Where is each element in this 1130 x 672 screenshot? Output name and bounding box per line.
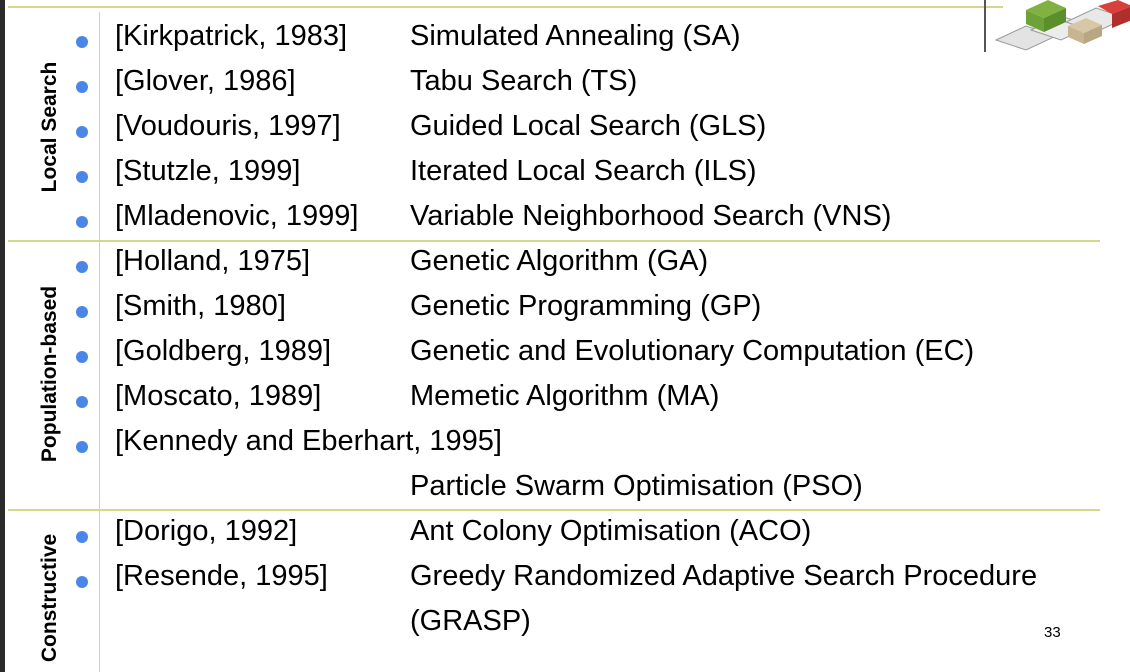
reference: [Goldberg, 1989] xyxy=(115,335,332,367)
cubes-logo-icon xyxy=(984,0,1130,52)
bullet-icon xyxy=(76,126,88,138)
list-item: [Glover, 1986] Tabu Search (TS) xyxy=(0,63,1130,108)
list-item: [Kennedy and Eberhart, 1995] xyxy=(0,423,1130,468)
bullet-icon xyxy=(76,351,88,363)
reference: [Kennedy and Eberhart, 1995] xyxy=(115,425,502,457)
reference: [Voudouris, 1997] xyxy=(115,110,341,142)
bullet-icon xyxy=(76,81,88,93)
algorithm-name: Memetic Algorithm (MA) xyxy=(410,380,720,412)
list-item: [Moscato, 1989] Memetic Algorithm (MA) xyxy=(0,378,1130,423)
algorithm-name: Guided Local Search (GLS) xyxy=(410,110,767,142)
bullet-icon xyxy=(76,396,88,408)
list-item: [Goldberg, 1989] Genetic and Evolutionar… xyxy=(0,333,1130,378)
top-rule xyxy=(8,6,1003,8)
list-item: [Mladenovic, 1999] Variable Neighborhood… xyxy=(0,198,1130,243)
reference: [Stutzle, 1999] xyxy=(115,155,301,187)
page-number: 33 xyxy=(1044,624,1061,641)
algorithm-name: Variable Neighborhood Search (VNS) xyxy=(410,200,892,232)
section-divider xyxy=(8,240,1100,242)
reference: [Holland, 1975] xyxy=(115,245,311,277)
reference: [Kirkpatrick, 1983] xyxy=(115,20,348,52)
list-item: [Stutzle, 1999] Iterated Local Search (I… xyxy=(0,153,1130,198)
bullet-icon xyxy=(76,576,88,588)
bullet-icon xyxy=(76,261,88,273)
bullet-icon xyxy=(76,36,88,48)
bullet-icon xyxy=(76,531,88,543)
algorithm-name: Particle Swarm Optimisation (PSO) xyxy=(410,470,863,502)
list-item: [Holland, 1975] Genetic Algorithm (GA) xyxy=(0,243,1130,288)
column-divider xyxy=(99,12,100,672)
reference: [Resende, 1995] xyxy=(115,560,328,592)
algorithm-name: Genetic Algorithm (GA) xyxy=(410,245,709,277)
algorithm-name: Genetic and Evolutionary Computation (EC… xyxy=(410,335,975,367)
algorithm-name: Simulated Annealing (SA) xyxy=(410,20,741,52)
reference: [Dorigo, 1992] xyxy=(115,515,298,547)
list-item: [Voudouris, 1997] Guided Local Search (G… xyxy=(0,108,1130,153)
list-item-continuation: Particle Swarm Optimisation (PSO) xyxy=(0,468,1130,513)
reference: [Smith, 1980] xyxy=(115,290,286,322)
algorithm-name: Ant Colony Optimisation (ACO) xyxy=(410,515,812,547)
algorithm-name: Genetic Programming (GP) xyxy=(410,290,762,322)
algorithm-name: (GRASP) xyxy=(410,605,531,637)
list-item: [Smith, 1980] Genetic Programming (GP) xyxy=(0,288,1130,333)
reference: [Moscato, 1989] xyxy=(115,380,322,412)
bullet-icon xyxy=(76,441,88,453)
algorithm-name: Greedy Randomized Adaptive Search Proced… xyxy=(410,560,1038,592)
reference: [Mladenovic, 1999] xyxy=(115,200,359,232)
left-edge-bar xyxy=(0,0,5,672)
list-item: [Resende, 1995] Greedy Randomized Adapti… xyxy=(0,558,1130,603)
bullet-icon xyxy=(76,306,88,318)
algorithm-name: Tabu Search (TS) xyxy=(410,65,638,97)
list-item: [Dorigo, 1992] Ant Colony Optimisation (… xyxy=(0,513,1130,558)
bullet-icon xyxy=(76,216,88,228)
list-item-continuation: (GRASP) xyxy=(0,603,1130,648)
algorithm-name: Iterated Local Search (ILS) xyxy=(410,155,757,187)
bullet-icon xyxy=(76,171,88,183)
section-divider xyxy=(8,509,1100,511)
list-item: [Kirkpatrick, 1983] Simulated Annealing … xyxy=(0,18,1130,63)
reference: [Glover, 1986] xyxy=(115,65,296,97)
